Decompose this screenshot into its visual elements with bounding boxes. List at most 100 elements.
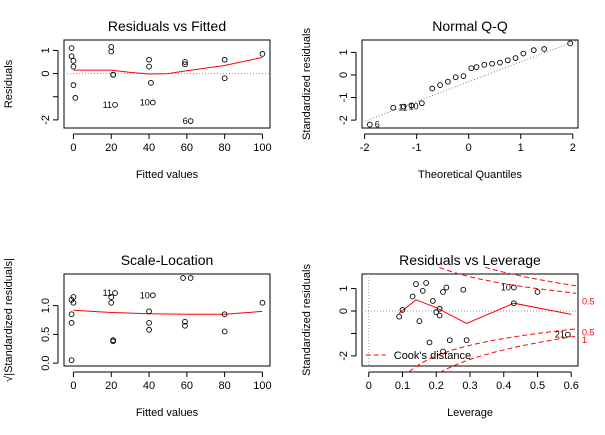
x-axis-title: Theoretical Quantiles [418, 169, 522, 181]
data-point [520, 50, 527, 57]
point-label: 11 [398, 103, 407, 113]
cooks-label: 0.5 [582, 297, 595, 307]
data-point [259, 51, 266, 57]
x-tick-label: 20 [105, 142, 117, 154]
y-tick-label: -2 [40, 115, 52, 125]
data-point [108, 299, 115, 306]
data-point [70, 57, 77, 64]
data-point [259, 299, 266, 306]
y-axis-title: Residuals [3, 59, 15, 108]
chart-title: Residuals vs Fitted [108, 18, 226, 34]
data-point [366, 121, 373, 128]
data-point [149, 99, 156, 106]
cooks-contour-line [439, 335, 577, 374]
data-point [221, 75, 228, 82]
data-point [182, 59, 188, 65]
plot-frame [63, 273, 271, 367]
data-point [146, 320, 152, 326]
y-tick-label: -2 [338, 115, 350, 125]
data-point [473, 64, 480, 70]
data-point [426, 339, 433, 346]
data-point [110, 71, 116, 78]
data-point [187, 118, 194, 124]
cooks-label: 0.5 [582, 327, 595, 337]
point-label: 6 [183, 116, 188, 126]
x-tick-label: 40 [143, 142, 155, 154]
data-point [430, 298, 436, 304]
data-point [489, 60, 495, 67]
data-point [408, 102, 415, 109]
smoother-line [398, 299, 572, 324]
point-label: 6 [375, 120, 380, 130]
data-point [221, 311, 228, 318]
data-point [112, 101, 118, 108]
data-point [108, 44, 115, 50]
data-point [221, 56, 228, 63]
data-point [180, 275, 186, 281]
legend-label: Cook's distance [394, 350, 471, 362]
data-point [182, 61, 188, 68]
y-axis-title: √|Standardized residuals| [3, 258, 15, 382]
plot-frame [361, 273, 579, 367]
x-tick-label: 40 [143, 380, 155, 392]
point-label: 10 [501, 282, 511, 292]
y-tick-label: 1 [40, 47, 52, 53]
data-point [460, 73, 467, 79]
data-point [567, 40, 574, 47]
data-point [409, 293, 416, 300]
data-point [112, 290, 118, 296]
cooks-distance-contours [408, 266, 577, 374]
y-tick-label: 1.0 [40, 298, 52, 313]
y-tick-label: 0 [338, 308, 350, 314]
x-tick-label: 0.4 [496, 380, 511, 392]
data-point [70, 63, 77, 70]
data-point [396, 313, 402, 320]
y-tick-label: 1 [338, 286, 350, 292]
data-point [440, 348, 446, 355]
point-label: 10 [140, 290, 150, 300]
y-tick-label: 0.0 [40, 355, 52, 370]
data-point [187, 275, 194, 281]
x-tick-label: 20 [105, 380, 117, 392]
qq-reference-line [361, 39, 579, 123]
point-label: 10 [140, 98, 150, 108]
data-point [399, 307, 406, 313]
x-tick-label: 2 [570, 142, 576, 154]
x-tick-label: 100 [253, 142, 271, 154]
data-point [436, 305, 443, 312]
data-point [416, 318, 423, 324]
data-point [530, 47, 537, 54]
smoother-line [73, 56, 263, 75]
y-tick-label: -2 [338, 351, 350, 361]
cooks-contour-line [408, 328, 577, 373]
data-point [541, 46, 548, 52]
x-tick-label: 0.5 [530, 380, 545, 392]
data-point [511, 284, 517, 291]
smoother-line [73, 309, 263, 315]
cooks-contour-line [485, 266, 577, 287]
data-point [429, 85, 436, 92]
x-tick-label: 0.6 [564, 380, 579, 392]
data-point [512, 55, 519, 61]
data-point [463, 337, 470, 344]
data-point [433, 309, 440, 315]
data-point [110, 338, 116, 345]
x-tick-label: 80 [219, 142, 231, 154]
data-point [443, 284, 450, 291]
chart-title: Normal Q-Q [432, 18, 508, 34]
data-point [68, 311, 75, 318]
x-tick-label: -1 [412, 142, 422, 154]
x-tick-label: 0.2 [429, 380, 444, 392]
data-point [440, 289, 446, 295]
point-label: 21 [555, 330, 565, 340]
point-label: 11 [103, 100, 112, 110]
plot-frame [361, 39, 579, 129]
cooks-label: 1 [582, 335, 587, 345]
x-axis-title: Leverage [447, 407, 493, 419]
data-point [423, 280, 429, 286]
y-axis-title: Standardized residuals [301, 264, 313, 376]
x-tick-label: -2 [360, 142, 370, 154]
data-point [504, 57, 511, 64]
x-tick-label: 1 [518, 142, 524, 154]
